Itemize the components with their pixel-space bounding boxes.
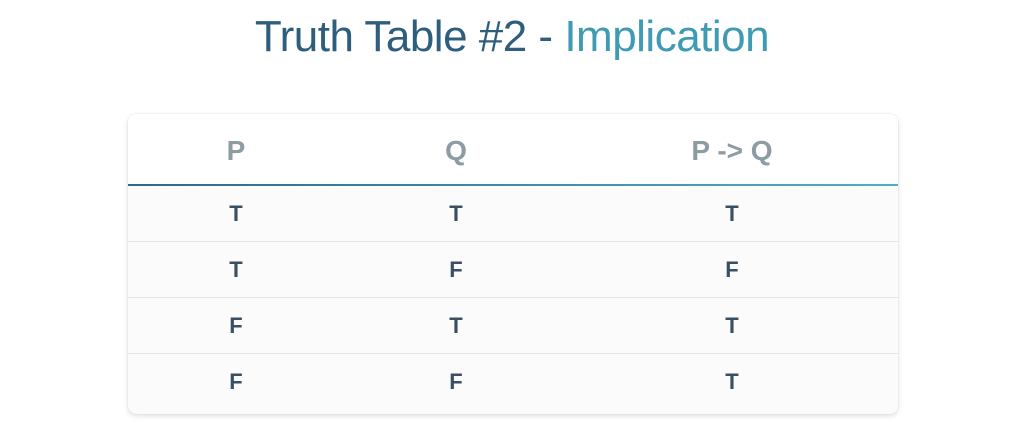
table-header-row: P Q P -> Q bbox=[128, 114, 898, 184]
row-divider bbox=[128, 241, 898, 242]
header-divider bbox=[128, 184, 898, 186]
page-title: Truth Table #2 - Implication bbox=[0, 12, 1024, 62]
table-cell: T bbox=[725, 313, 739, 338]
table-cell: T bbox=[725, 369, 739, 394]
table-row: F F T bbox=[128, 354, 898, 410]
table-cell: F bbox=[725, 257, 739, 282]
page-title-accent: Implication bbox=[564, 12, 770, 61]
table-cell: F bbox=[449, 369, 463, 394]
table-cell: T bbox=[449, 313, 463, 338]
row-divider bbox=[128, 297, 898, 298]
truth-table: P Q P -> Q T T T T F F F T T F F T bbox=[128, 114, 898, 414]
header-cell-implication: P -> Q bbox=[691, 135, 773, 166]
header-cell-p: P bbox=[226, 135, 246, 166]
table-cell: F bbox=[449, 257, 463, 282]
table-cell: T bbox=[725, 201, 739, 226]
table-cell: T bbox=[229, 201, 243, 226]
table-cell: T bbox=[229, 257, 243, 282]
table-cell: F bbox=[229, 369, 243, 394]
row-divider bbox=[128, 353, 898, 354]
header-cell-q: Q bbox=[445, 135, 467, 166]
table-row: F T T bbox=[128, 298, 898, 354]
page-title-main: Truth Table #2 - bbox=[254, 12, 565, 61]
table-cell: T bbox=[449, 201, 463, 226]
table-row: T F F bbox=[128, 242, 898, 298]
table-cell: F bbox=[229, 313, 243, 338]
table-row: T T T bbox=[128, 186, 898, 242]
